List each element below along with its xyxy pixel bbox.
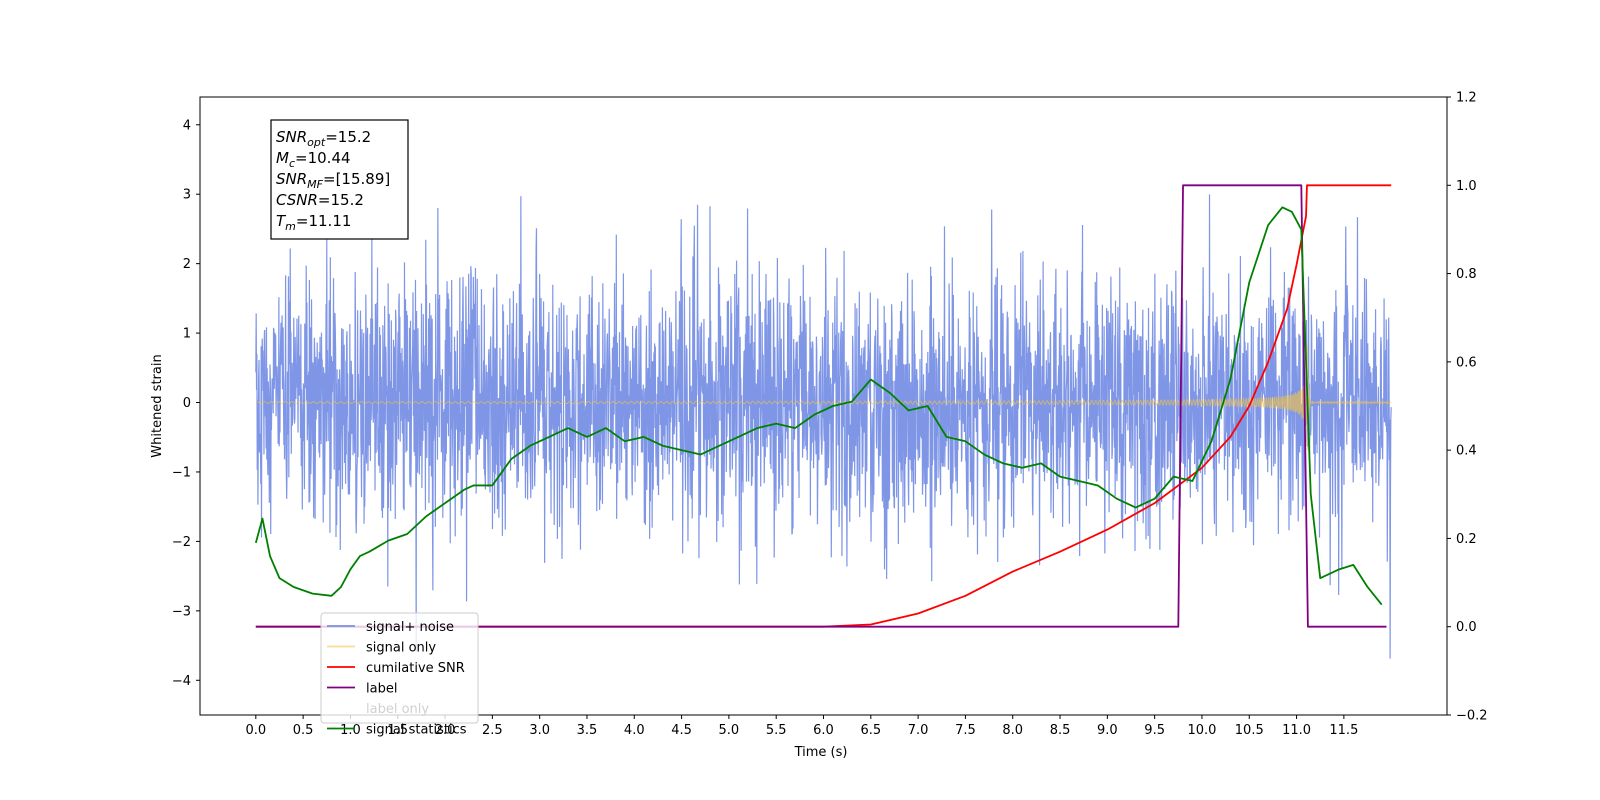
- y-tick-label: −2: [172, 535, 191, 550]
- y-tick-label: 3: [183, 188, 191, 203]
- annotation-line: Mc=10.44: [276, 149, 351, 170]
- x-tick-label: 11.0: [1282, 723, 1311, 738]
- x-tick-label: 0.0: [245, 723, 266, 738]
- y2-tick-label: −0.2: [1456, 709, 1488, 724]
- series-cumulative-snr-line: [255, 184, 1392, 628]
- annotation-subscript: c: [289, 157, 295, 170]
- x-tick-label: 5.0: [719, 723, 740, 738]
- y2-tick-label: 0.6: [1456, 355, 1477, 370]
- x-tick-label: 7.5: [955, 723, 976, 738]
- annotation-symbol: SNR: [276, 170, 307, 188]
- annotation-line: Tm=11.11: [276, 212, 351, 233]
- annotation-subscript: opt: [307, 136, 326, 149]
- x-tick-label: 0.5: [293, 723, 314, 738]
- legend-label: signal+ noise: [366, 620, 454, 635]
- y-tick-label: −3: [172, 604, 191, 619]
- x-tick-label: 4.0: [624, 723, 645, 738]
- x-axis-title: Time (s): [794, 745, 848, 760]
- annotation-symbol: SNR: [276, 128, 307, 146]
- series-layer: [254, 184, 1392, 659]
- y-axis-right: 1.2 1.0 0.8 0.6 0.4 0.2 0.0 −0.2: [1447, 91, 1488, 724]
- x-tick-label: 2.0: [435, 723, 456, 738]
- x-tick-label: 6.5: [860, 723, 881, 738]
- x-tick-label: 1.5: [387, 723, 408, 738]
- x-tick-label: 5.5: [766, 723, 787, 738]
- annotation-line: SNRMF=[15.89]: [276, 170, 390, 191]
- x-tick-label: 3.0: [529, 723, 550, 738]
- x-tick-label: 9.5: [1144, 723, 1165, 738]
- x-axis: 0.0 0.5 1.0 1.5 2.0 2.5 3.0 3.5 4.0 4.5 5.0 5.5 6.0 6…: [245, 715, 1358, 738]
- series-label-line: [255, 184, 1387, 628]
- legend-label: signal statistics: [366, 723, 467, 738]
- x-tick-label: 3.5: [577, 723, 598, 738]
- annotation-line: SNRopt=15.2: [276, 128, 371, 149]
- annotation-line: CSNR=15.2: [276, 191, 364, 209]
- annotation-value: =[15.89]: [323, 170, 390, 188]
- x-tick-label: 1.0: [340, 723, 361, 738]
- legend-label: label: [366, 682, 397, 697]
- x-tick-label: 11.5: [1329, 723, 1358, 738]
- y-tick-label: 4: [183, 118, 191, 133]
- y2-tick-label: 1.0: [1456, 179, 1477, 194]
- annotation-symbol: CSNR: [276, 191, 318, 209]
- x-tick-label: 9.0: [1097, 723, 1118, 738]
- y2-tick-label: 0.4: [1456, 444, 1477, 459]
- x-tick-label: 6.0: [813, 723, 834, 738]
- legend: signal+ noise signal only cumilative SNR la…: [320, 612, 479, 738]
- y2-tick-label: 1.2: [1456, 91, 1477, 106]
- series-signal-noise-line: [255, 194, 1392, 659]
- y2-tick-label: 0.8: [1456, 267, 1477, 282]
- series-signal-only-line: [255, 345, 1392, 451]
- annotation-value: =10.44: [295, 149, 351, 167]
- legend-label: cumilative SNR: [366, 661, 465, 676]
- legend-frame: [320, 612, 479, 724]
- annotation-subscript: m: [285, 220, 296, 233]
- x-tick-label: 10.5: [1235, 723, 1264, 738]
- y2-tick-label: 0.2: [1456, 532, 1477, 547]
- legend-label: label only: [366, 702, 429, 717]
- annotation-symbol: M: [276, 149, 289, 167]
- y2-tick-label: 0.0: [1456, 620, 1477, 635]
- y-tick-label: 1: [183, 327, 191, 342]
- y-tick-label: −1: [172, 465, 191, 480]
- annotation-value: =15.2: [318, 191, 364, 209]
- y-axis-title: Whitened strain: [150, 354, 165, 457]
- x-tick-label: 2.5: [482, 723, 503, 738]
- x-tick-label: 10.0: [1187, 723, 1216, 738]
- y-tick-label: 2: [183, 257, 191, 272]
- y-tick-label: −4: [172, 674, 191, 689]
- x-tick-label: 8.5: [1050, 723, 1071, 738]
- series-signal-statistics-line: [254, 206, 1383, 606]
- y-axis-left: 4 3 2 1 0 −1 −2 −3 −4: [172, 118, 200, 689]
- x-tick-label: 8.0: [1002, 723, 1023, 738]
- legend-label: signal only: [366, 641, 436, 656]
- annotation-value: =11.11: [296, 212, 352, 230]
- x-tick-label: 4.5: [671, 723, 692, 738]
- annotation-frame: [270, 119, 409, 240]
- annotation-symbol: T: [276, 212, 287, 230]
- annotation-value: =15.2: [325, 128, 371, 146]
- y-tick-label: 0: [183, 396, 191, 411]
- annotation-subscript: MF: [307, 178, 323, 191]
- x-tick-label: 7.0: [908, 723, 929, 738]
- annotation-box: SNRopt=15.2Mc=10.44SNRMF=[15.89]CSNR=15.…: [270, 119, 409, 240]
